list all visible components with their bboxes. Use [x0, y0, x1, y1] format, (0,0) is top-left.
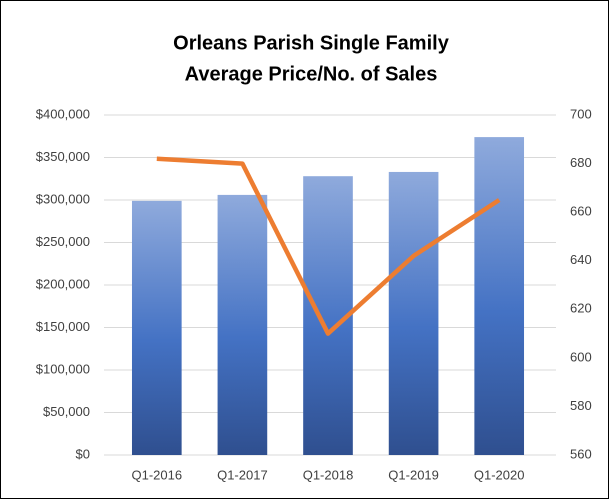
y2-tick-label: 620	[570, 301, 592, 316]
x-tick-label: Q1-2019	[388, 467, 439, 482]
y2-tick-label: 580	[570, 398, 592, 413]
x-tick-label: Q1-2018	[303, 467, 354, 482]
y-tick-label: $250,000	[36, 234, 90, 249]
y-tick-label: $400,000	[36, 106, 90, 121]
x-tick-label: Q1-2016	[132, 467, 183, 482]
y2-tick-label: 660	[570, 204, 592, 219]
y2-tick-label: 560	[570, 446, 592, 461]
y2-tick-label: 600	[570, 349, 592, 364]
y-tick-label: $100,000	[36, 361, 90, 376]
x-tick-label: Q1-2020	[474, 467, 525, 482]
y-tick-label: $200,000	[36, 276, 90, 291]
bar	[131, 200, 182, 455]
bar	[388, 171, 439, 455]
y-tick-label: $350,000	[36, 149, 90, 164]
x-tick-label: Q1-2017	[217, 467, 268, 482]
y2-tick-label: 700	[570, 106, 592, 121]
chart-title: Average Price/No. of Sales	[185, 63, 438, 85]
line	[156, 156, 501, 336]
y-tick-label: $0	[76, 446, 90, 461]
y2-tick-label: 640	[570, 252, 592, 267]
y-tick-label: $150,000	[36, 319, 90, 334]
chart-title: Orleans Parish Single Family	[173, 32, 450, 54]
y-tick-label: $50,000	[43, 404, 90, 419]
bar	[474, 137, 525, 455]
y2-tick-label: 680	[570, 155, 592, 170]
y-tick-label: $300,000	[36, 191, 90, 206]
bar	[217, 194, 268, 455]
